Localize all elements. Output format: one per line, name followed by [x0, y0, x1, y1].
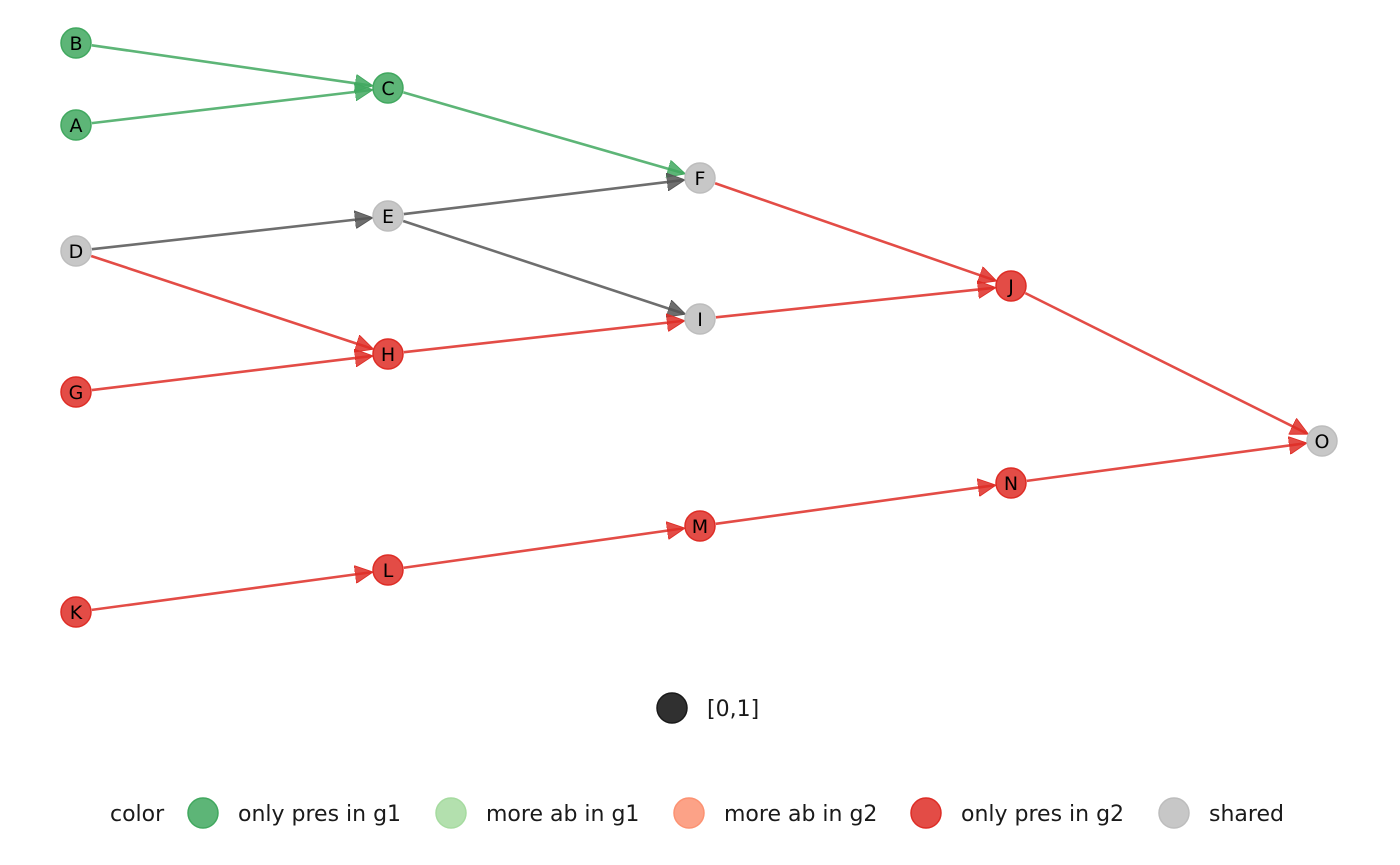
legend-label-only-pres-g1: only pres in g1	[238, 802, 401, 827]
node-label-J: J	[1007, 276, 1014, 298]
node-label-K: K	[70, 602, 83, 624]
node-O: O	[1306, 425, 1338, 457]
size-key-circle	[656, 692, 688, 724]
legend-label-more-ab-g1: more ab in g1	[486, 802, 639, 827]
node-C: C	[372, 72, 404, 104]
node-label-H: H	[381, 344, 395, 366]
node-circle-N	[995, 467, 1027, 499]
node-I: I	[684, 303, 716, 335]
edge-N-O	[1026, 443, 1305, 483]
node-circle-D	[60, 235, 92, 267]
edge-F-J	[714, 182, 995, 280]
node-label-N: N	[1004, 473, 1018, 495]
node-J: J	[995, 270, 1027, 302]
node-label-O: O	[1315, 431, 1330, 453]
node-label-F: F	[695, 168, 706, 190]
node-label-B: B	[69, 33, 82, 55]
node-H: H	[372, 338, 404, 370]
node-label-C: C	[381, 78, 394, 100]
node-N: N	[995, 467, 1027, 499]
node-F: F	[684, 162, 716, 194]
node-label-E: E	[382, 206, 394, 228]
node-G: G	[60, 376, 92, 408]
node-B: B	[60, 27, 92, 59]
node-circle-O	[1306, 425, 1338, 457]
node-circle-I	[684, 303, 716, 335]
size-legend: [0,1]	[656, 692, 759, 724]
node-label-G: G	[69, 382, 84, 404]
edge-I-J	[715, 288, 994, 319]
legend-swatch-more-ab-g2	[673, 797, 705, 829]
edge-J-O	[1024, 291, 1306, 433]
color-legend: color only pres in g1 more ab in g1 more a…	[110, 797, 1284, 829]
legend-swatch-only-pres-g1	[187, 797, 219, 829]
legend-swatch-shared	[1158, 797, 1190, 829]
node-circle-C	[372, 72, 404, 104]
node-label-D: D	[69, 241, 84, 263]
node-circle-M	[684, 510, 716, 542]
edge-K-L	[91, 572, 371, 612]
edge-D-H	[90, 254, 372, 349]
node-M: M	[684, 510, 716, 542]
legend-label-more-ab-g2: more ab in g2	[724, 802, 877, 827]
node-D: D	[60, 235, 92, 267]
legend-label-only-pres-g2: only pres in g2	[961, 802, 1124, 827]
color-legend-title: color	[110, 802, 165, 827]
node-label-A: A	[70, 115, 83, 137]
node-circle-K	[60, 596, 92, 628]
edge-E-F	[403, 180, 683, 216]
legend-swatch-only-pres-g2	[910, 797, 942, 829]
node-L: L	[372, 554, 404, 586]
node-circle-J	[995, 270, 1027, 302]
node-A: A	[60, 109, 92, 141]
node-circle-H	[372, 338, 404, 370]
node-circle-B	[60, 27, 92, 59]
edge-G-H	[91, 356, 371, 392]
edge-D-E	[91, 218, 371, 251]
edge-L-M	[403, 528, 683, 570]
node-E: E	[372, 200, 404, 232]
node-label-I: I	[697, 309, 703, 331]
edge-B-C	[91, 43, 371, 85]
node-circle-G	[60, 376, 92, 408]
node-K: K	[60, 596, 92, 628]
edge-A-C	[91, 90, 371, 125]
node-circle-F	[684, 162, 716, 194]
nodes-layer: A B C D E F G H I J K L M N O	[60, 27, 1338, 628]
legend-swatch-more-ab-g1	[435, 797, 467, 829]
size-key-label: [0,1]	[707, 697, 759, 722]
node-circle-E	[372, 200, 404, 232]
legend-label-shared: shared	[1209, 802, 1284, 827]
node-label-L: L	[383, 560, 394, 582]
node-label-M: M	[692, 516, 708, 538]
edge-H-I	[403, 321, 683, 354]
edge-C-F	[403, 91, 683, 173]
edge-E-I	[402, 219, 684, 314]
node-circle-A	[60, 109, 92, 141]
node-circle-L	[372, 554, 404, 586]
edges-layer	[90, 43, 1307, 612]
edge-M-N	[715, 485, 994, 526]
